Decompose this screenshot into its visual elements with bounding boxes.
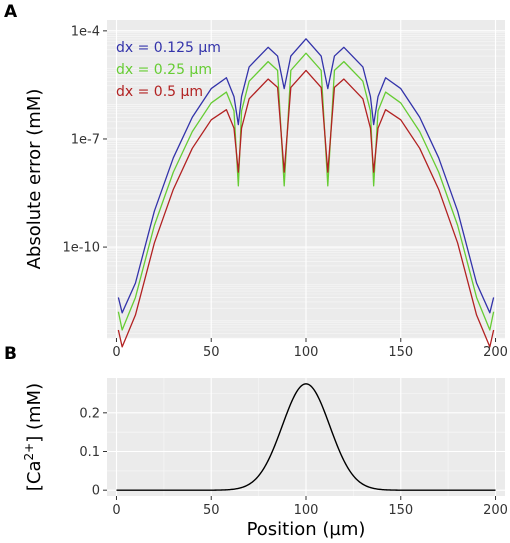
- x-tick-label: 150: [388, 503, 413, 518]
- x-tick-label: 0: [112, 345, 120, 360]
- y-axis-title: [Ca2+] (mM): [22, 383, 45, 491]
- x-tick-label: 150: [388, 345, 413, 360]
- y-tick-label: 0.1: [79, 445, 100, 460]
- x-tick-label: 50: [203, 345, 220, 360]
- x-tick-label: 50: [203, 503, 220, 518]
- y-tick-label: 0: [92, 484, 100, 499]
- x-tick-label: 0: [112, 503, 120, 518]
- legend-label-2: dx = 0.25 µm: [116, 62, 212, 78]
- series-line-1: [117, 38, 495, 314]
- y-tick-label: 1e-4: [71, 24, 100, 39]
- x-tick-label: 200: [483, 503, 508, 518]
- x-axis-title: Position (µm): [247, 519, 366, 540]
- y-axis-title: Absolute error (mM): [24, 89, 45, 270]
- panel-b-label: B: [4, 344, 17, 364]
- y-axis-title-superscript: 2+: [22, 443, 36, 461]
- y-tick-label: 0.2: [79, 406, 100, 421]
- legend-label-1: dx = 0.125 µm: [116, 40, 221, 56]
- series-line-2: [117, 52, 495, 331]
- calcium-profile-line: [116, 383, 496, 491]
- series-line-3: [117, 69, 495, 348]
- y-tick-label: 1e-10: [62, 241, 100, 256]
- x-tick-label: 100: [294, 503, 319, 518]
- y-tick-label: 1e-7: [71, 132, 100, 147]
- panel-b-chart: 0 50 100 150 200 0 0.1 0.2 Position (µm) [Ca2+] (…: [22, 378, 508, 540]
- x-tick-label: 200: [483, 345, 508, 360]
- y-axis-title-part: [Ca: [24, 460, 45, 491]
- panel-a-chart: dx = 0.125 µm dx = 0.25 µm dx = 0.5 µm 0 50 1…: [24, 20, 508, 360]
- legend-label-3: dx = 0.5 µm: [116, 84, 203, 100]
- x-tick-label: 100: [294, 345, 319, 360]
- panel-a-label: A: [4, 2, 18, 22]
- y-axis-title-part: ] (mM): [24, 383, 45, 443]
